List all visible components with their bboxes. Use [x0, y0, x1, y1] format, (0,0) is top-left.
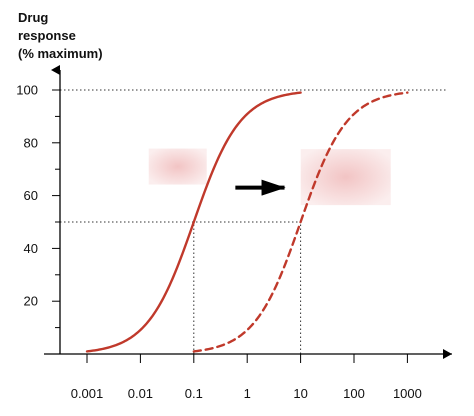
axes — [44, 65, 452, 359]
x-tick-label: 100 — [343, 386, 365, 401]
curve-solid — [85, 91, 302, 353]
y-tick-label: 100 — [16, 83, 38, 98]
redacted-labels — [148, 148, 391, 206]
redacted-label-box — [300, 149, 391, 206]
x-tick-label: 10 — [293, 386, 307, 401]
x-tick-label: 0.1 — [185, 386, 203, 401]
y-axis-title-line: (% maximum) — [18, 46, 103, 61]
ticks: 20 40 60 80 100 0.001 0.01 0.1 1 10 100 1000 — [16, 83, 422, 402]
y-tick-label: 80 — [24, 135, 38, 150]
curve-dashed — [192, 91, 409, 353]
x-tick-label: 1000 — [393, 386, 422, 401]
redacted-label-box — [148, 148, 207, 185]
y-tick-label: 60 — [24, 188, 38, 203]
y-axis-title-line: Drug — [18, 10, 48, 25]
y-axis-title-line: response — [18, 28, 76, 43]
x-tick-label: 1 — [244, 386, 251, 401]
curves — [85, 91, 409, 353]
y-tick-label: 40 — [24, 241, 38, 256]
reference-lines — [60, 89, 446, 354]
y-axis-title: Drug response (% maximum) — [18, 10, 103, 61]
x-tick-label: 0.001 — [71, 386, 104, 401]
x-tick-label: 0.01 — [128, 386, 153, 401]
y-tick-label: 20 — [24, 294, 38, 309]
